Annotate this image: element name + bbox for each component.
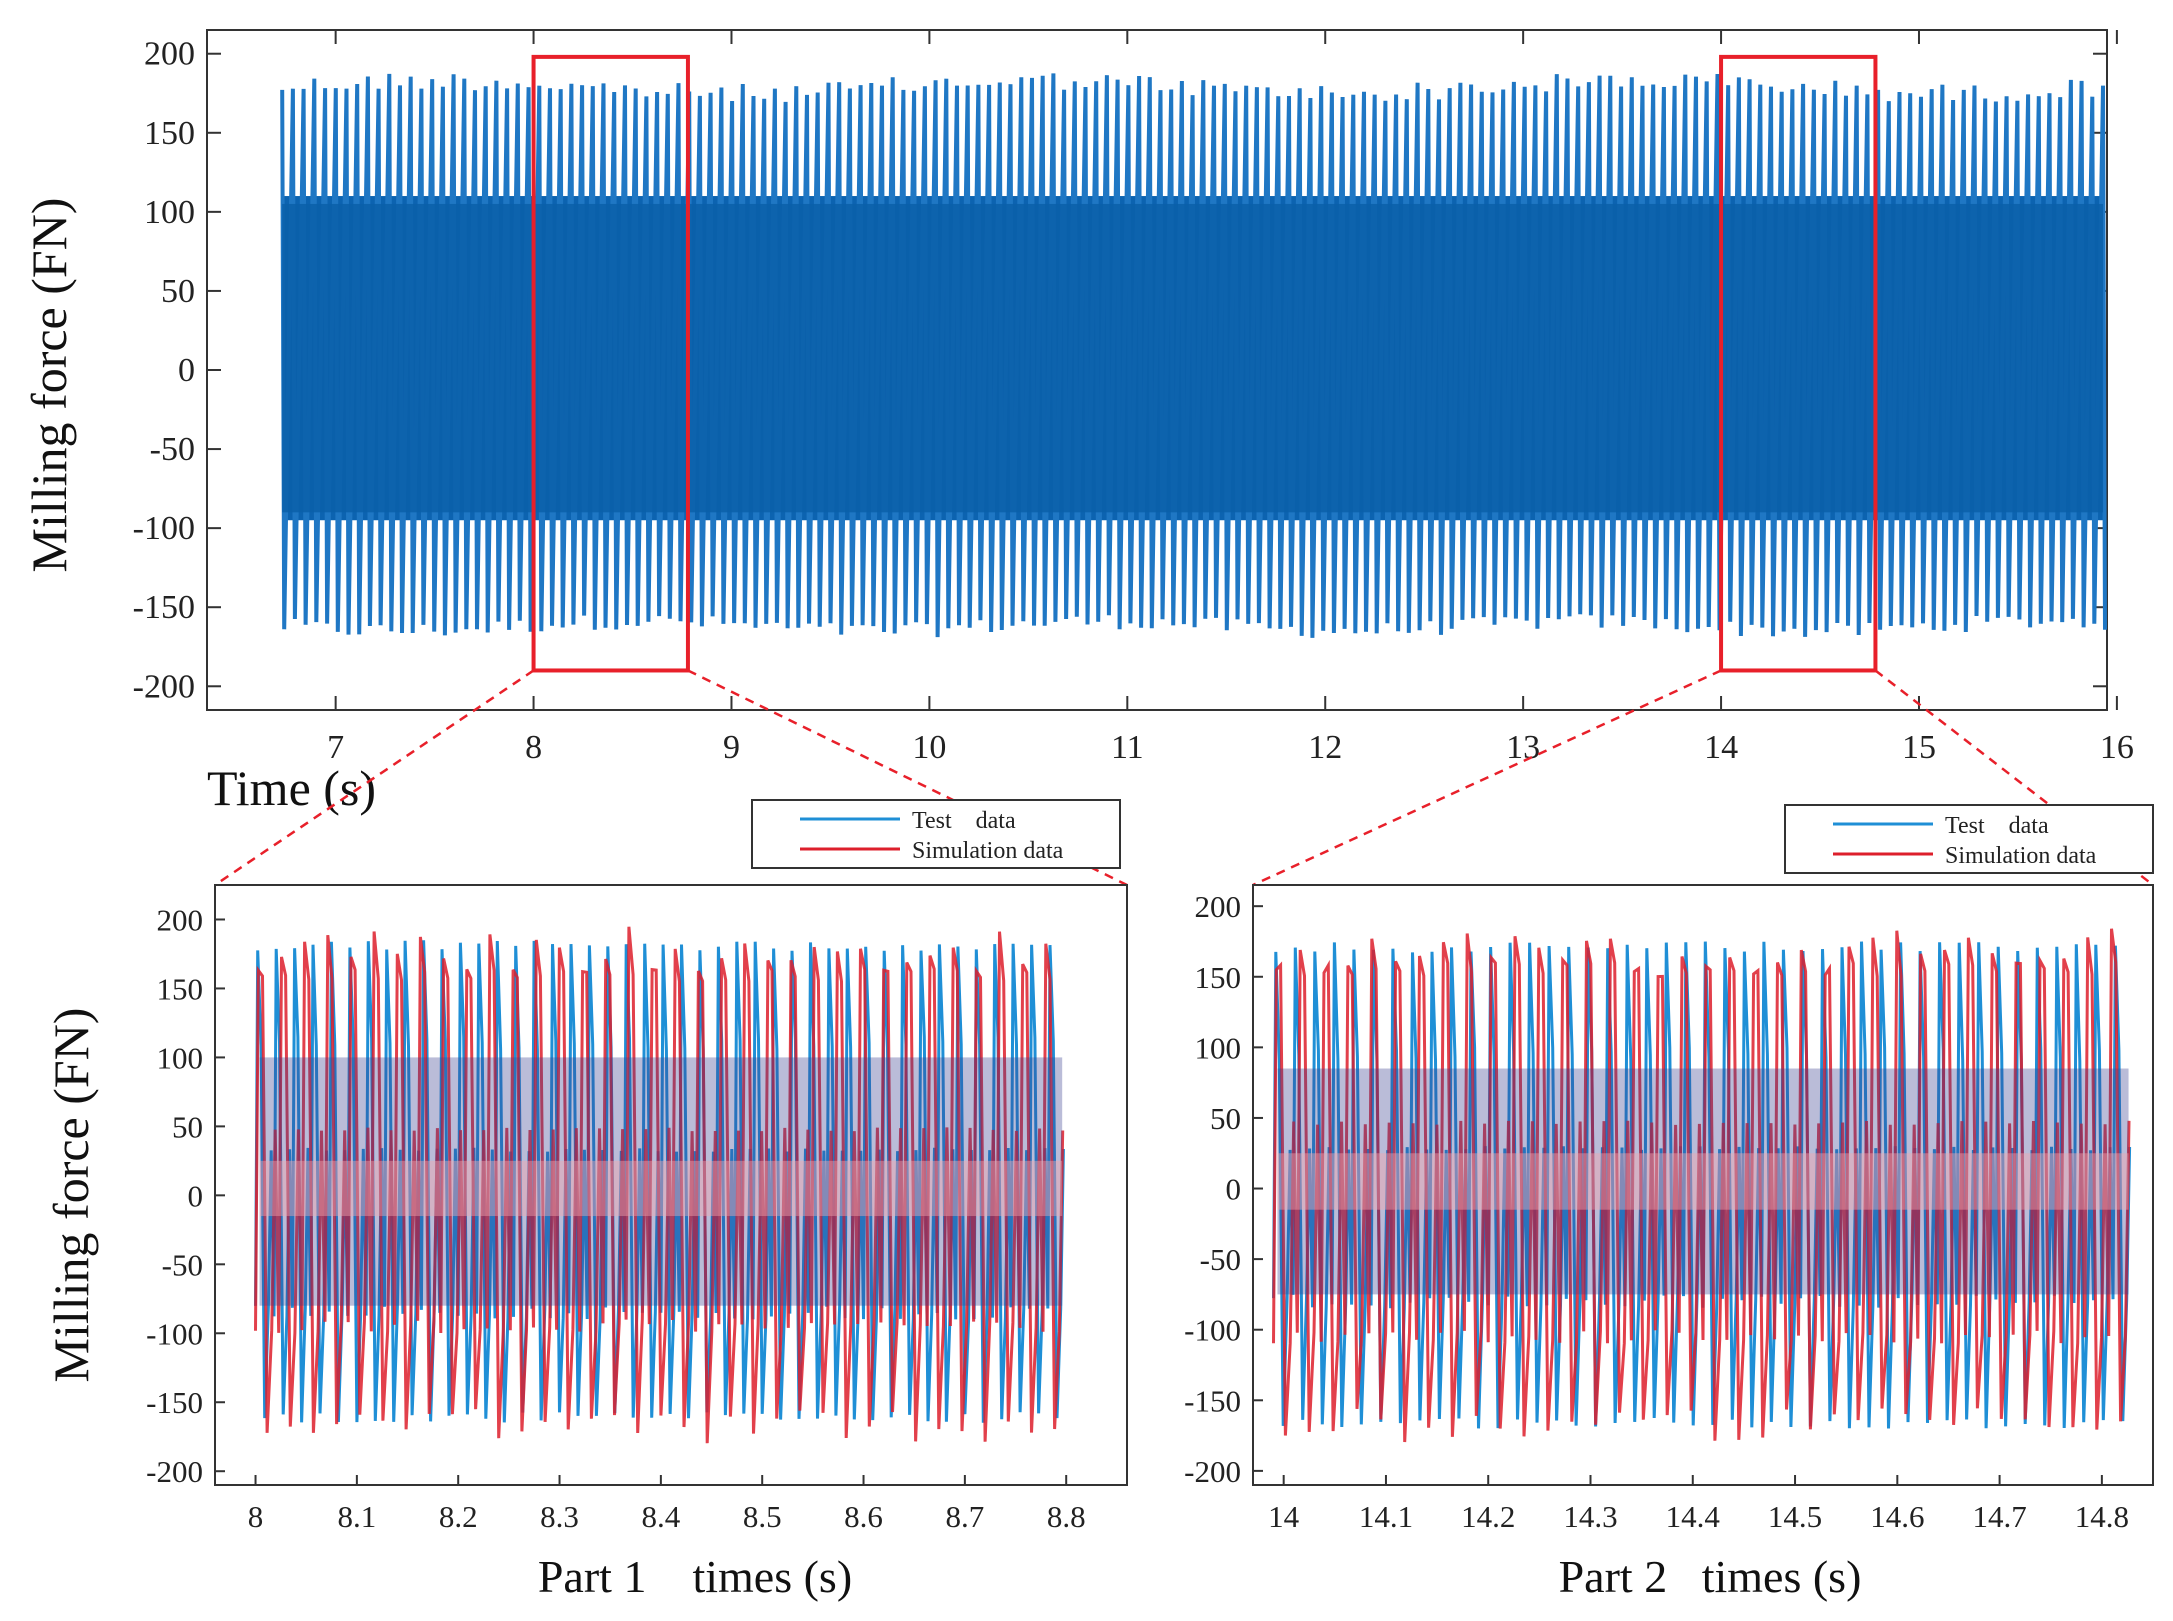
part1-simulation-data-line — [254, 926, 1065, 1444]
overview-x-tick-label: 12 — [1308, 729, 1342, 766]
part2-y-tick-label: 0 — [1226, 1172, 1242, 1207]
part2-y-tick-label: 200 — [1195, 889, 1242, 924]
overview-x-tick-label: 8 — [525, 729, 542, 766]
overview-x-tick-label: 16 — [2100, 729, 2134, 766]
part1-legend-box — [751, 799, 1121, 869]
part2-y-tick-label: -50 — [1200, 1242, 1241, 1277]
part1-x-tick-label: 8.5 — [743, 1499, 782, 1534]
part2-x-tick-label: 14 — [1268, 1499, 1300, 1534]
part1-center-band — [259, 1160, 1063, 1217]
overview-y-axis-label: Milling force (FN) — [21, 198, 77, 573]
part1-plot-frame — [214, 884, 1128, 1486]
part2-legend-label-sim: Simulation data — [1945, 843, 2097, 869]
part2-x-tick-label: 14.8 — [2075, 1499, 2129, 1534]
zoom-connector-1 — [214, 669, 535, 887]
part1-x-tick-label: 8.8 — [1047, 1499, 1086, 1534]
zoom-box-2 — [1719, 54, 1878, 673]
overview-x-tick-label: 10 — [912, 729, 946, 766]
part1-x-tick-label: 8.6 — [844, 1499, 883, 1534]
overview-x-tick-label: 7 — [327, 729, 344, 766]
part1-overlap-band — [259, 1057, 1063, 1306]
part1-legend-label-sim: Simulation data — [912, 838, 1064, 864]
part1-y-tick-label: 50 — [172, 1109, 203, 1144]
part1-x-axis-label: Part 1 times (s) — [538, 1551, 852, 1602]
part1-y-tick-label: 150 — [157, 971, 204, 1006]
part2-y-tick-label: 50 — [1210, 1101, 1241, 1136]
part2-plot-frame — [1252, 884, 2154, 1486]
part1-y-axis-label: Milling force (FN) — [43, 1008, 99, 1383]
part2-legend: Test data Simulation data — [1784, 804, 2154, 874]
part1-x-tick-label: 8 — [248, 1499, 264, 1534]
overview-x-tick-label: 9 — [723, 729, 740, 766]
part1-y-tick-label: -50 — [162, 1247, 203, 1282]
part2-x-tick-label: 14.1 — [1359, 1499, 1413, 1534]
overview-y-tick-label: -150 — [133, 589, 195, 626]
overview-y-tick-label: 100 — [144, 194, 195, 231]
overview-y-tick-label: 0 — [178, 352, 195, 389]
part2-legend-label-test: Test data — [1945, 813, 2049, 839]
overview-test-data-core — [282, 203, 2104, 513]
part2-y-tick-label: -150 — [1184, 1383, 1241, 1418]
part1-y-tick-label: 100 — [157, 1040, 204, 1075]
part1-x-tick-label: 8.2 — [439, 1499, 478, 1534]
overview-y-tick-label: 50 — [161, 273, 195, 310]
part1-x-tick-label: 8.4 — [641, 1499, 680, 1534]
overview-x-tick-label: 11 — [1111, 729, 1144, 766]
part1-x-tick-label: 8.7 — [945, 1499, 984, 1534]
overview-y-tick-label: -200 — [133, 668, 195, 705]
part2-y-tick-label: 150 — [1195, 960, 1242, 995]
part2-x-axis-label: Part 2 times (s) — [1559, 1551, 1862, 1602]
part1-y-tick-label: -100 — [146, 1316, 203, 1351]
part1-x-tick-label: 8.1 — [337, 1499, 376, 1534]
part2-x-tick-label: 14.5 — [1768, 1499, 1822, 1534]
part2-x-tick-label: 14.7 — [1972, 1499, 2026, 1534]
part2-legend-box — [1784, 804, 2154, 874]
part2-x-tick-label: 14.6 — [1870, 1499, 1924, 1534]
part1-legend-label-test: Test data — [912, 808, 1016, 834]
overview-x-tick-label: 15 — [1902, 729, 1936, 766]
part1-x-tick-label: 8.3 — [540, 1499, 579, 1534]
overview-y-tick-label: 200 — [144, 36, 195, 73]
zoom-box-1 — [531, 54, 690, 673]
part2-x-tick-label: 14.4 — [1666, 1499, 1721, 1534]
zoom-connector-3 — [1252, 669, 1722, 887]
overview-y-tick-label: -50 — [150, 431, 195, 468]
part2-y-tick-label: -100 — [1184, 1313, 1241, 1348]
overview-x-tick-label: 13 — [1506, 729, 1540, 766]
part1-y-tick-label: 0 — [188, 1178, 204, 1213]
part2-overlap-band — [1277, 1068, 2129, 1295]
part1-y-tick-label: -150 — [146, 1385, 203, 1420]
part2-y-tick-label: -200 — [1184, 1454, 1241, 1489]
part2-x-tick-label: 14.3 — [1563, 1499, 1617, 1534]
overview-y-tick-label: 150 — [144, 115, 195, 152]
part1-legend: Test data Simulation data — [751, 799, 1121, 869]
part2-center-band — [1277, 1153, 2129, 1210]
part1-y-tick-label: -200 — [146, 1454, 203, 1489]
overview-x-tick-label: 14 — [1704, 729, 1738, 766]
part1-y-tick-label: 200 — [157, 902, 204, 937]
part2-y-tick-label: 100 — [1195, 1030, 1242, 1065]
part2-simulation-data-line — [1272, 928, 2131, 1443]
part2-x-tick-label: 14.2 — [1461, 1499, 1515, 1534]
overview-x-axis-label: Time (s) — [207, 760, 376, 816]
overview-y-tick-label: -100 — [133, 510, 195, 547]
